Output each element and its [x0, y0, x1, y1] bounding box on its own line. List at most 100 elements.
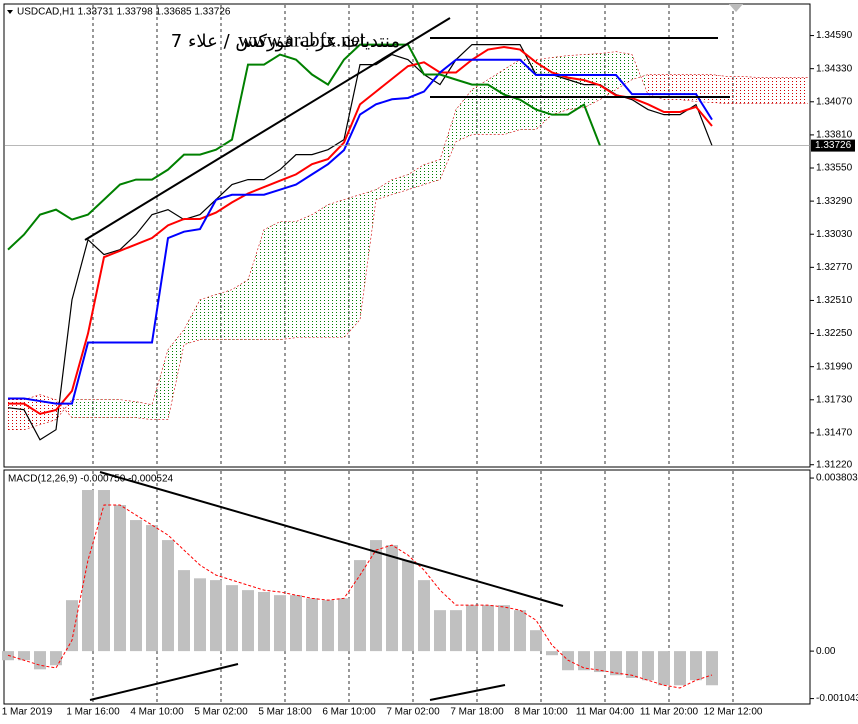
macd-bar — [354, 560, 366, 652]
macd-bar — [402, 560, 414, 652]
cloud — [120, 399, 136, 418]
x-tick-label: 6 Mar 10:00 — [322, 707, 376, 718]
y-tick-label: 1.32510 — [816, 295, 853, 306]
macd-bar — [658, 651, 670, 686]
x-tick-label: 8 Mar 10:00 — [514, 707, 568, 718]
y-tick-label: 1.34070 — [816, 96, 853, 107]
macd-bar — [322, 600, 334, 652]
y-tick-label: 0.00 — [816, 646, 836, 657]
macd-bar — [18, 651, 30, 661]
cloud — [424, 159, 440, 185]
price-pane — [3, 3, 811, 468]
macd-bar — [674, 651, 686, 686]
signal-line — [7, 504, 713, 689]
cloud — [440, 109, 456, 180]
macd-bar — [146, 525, 158, 652]
series-line — [8, 46, 713, 415]
macd-bar — [466, 605, 478, 652]
cloud — [664, 74, 680, 100]
macd-bar — [194, 578, 206, 652]
macd-bar — [130, 520, 142, 652]
last-price-box — [811, 139, 855, 152]
cloud — [648, 74, 664, 100]
x-tick-label: 5 Mar 18:00 — [258, 707, 312, 718]
cloud — [376, 179, 392, 200]
cloud — [696, 74, 712, 103]
cloud — [200, 294, 216, 340]
cloud — [584, 53, 600, 108]
cloud — [632, 54, 648, 95]
trendline — [99, 471, 564, 607]
macd-bar — [274, 595, 286, 652]
cloud — [552, 55, 568, 115]
y-tick-label: 1.34590 — [816, 30, 853, 41]
macd-bar — [114, 505, 126, 652]
y-tick-label: 1.33030 — [816, 229, 853, 240]
macd-bar — [482, 605, 494, 652]
cloud — [328, 199, 344, 338]
macd-pane — [3, 469, 811, 705]
cloud — [520, 59, 536, 130]
macd-bar — [98, 490, 110, 652]
cloud — [360, 189, 376, 320]
macd-bar — [290, 595, 302, 652]
cloud — [8, 399, 24, 430]
macd-bar — [498, 605, 510, 652]
macd-bar — [386, 545, 398, 652]
chart-title: USDCAD,H1 1.33731 1.33798 1.33685 1.3372… — [17, 7, 231, 18]
cloud — [792, 77, 808, 104]
cloud — [152, 349, 168, 420]
watermark-ar: منتديات عرب فوركس / علاء 7 — [171, 31, 400, 52]
x-tick-label: 7 Mar 18:00 — [450, 707, 504, 718]
x-tick-label: 12 Mar 12:00 — [704, 707, 763, 718]
macd-bar — [450, 610, 462, 652]
cloud-edge — [8, 51, 808, 431]
cloud — [744, 76, 760, 104]
cloud — [184, 299, 200, 345]
x-tick-label: 4 Mar 10:00 — [130, 707, 184, 718]
trendline — [89, 663, 239, 701]
menu-arrow[interactable] — [7, 10, 13, 14]
macd-bar — [82, 490, 94, 652]
cloud — [760, 77, 776, 104]
cloud — [472, 79, 488, 135]
macd-title: MACD(12,26,9) -0.000750 -0.000524 — [8, 474, 174, 485]
series-line — [7, 43, 601, 251]
cloud-edge — [8, 74, 808, 420]
macd-bar — [258, 591, 270, 652]
y-tick-label: 1.32770 — [816, 262, 853, 273]
y-tick-label: 1.34330 — [816, 63, 853, 74]
macd-bar — [370, 540, 382, 652]
cloud — [136, 401, 152, 420]
y-tick-label: 1.31730 — [816, 394, 853, 405]
series-line — [8, 58, 713, 405]
trendline — [429, 684, 506, 701]
y-tick-label: 1.31470 — [816, 428, 853, 439]
macd-bar — [642, 651, 654, 681]
cloud — [776, 77, 792, 104]
x-tick-label: 5 Mar 02:00 — [194, 707, 248, 718]
x-tick-label: 1 Mar 2019 — [2, 707, 53, 718]
cloud — [312, 204, 328, 338]
macd-bar — [34, 651, 46, 670]
cloud — [728, 76, 744, 104]
cloud — [88, 399, 104, 418]
macd-bar — [66, 600, 78, 652]
macd-bar — [626, 651, 638, 678]
cloud — [392, 174, 408, 195]
cloud — [408, 164, 424, 190]
watermark: www.arabfx.net — [238, 30, 366, 52]
cloud — [488, 69, 504, 135]
cloud — [248, 229, 264, 340]
macd-bar — [594, 651, 606, 673]
macd-bar — [530, 630, 542, 652]
cloud — [216, 289, 232, 340]
macd-bar — [178, 570, 190, 652]
macd-bar — [50, 651, 62, 666]
macd-bar — [514, 610, 526, 652]
y-tick-label: 1.33290 — [816, 196, 853, 207]
y-tick-label: 1.31990 — [816, 361, 853, 372]
x-tick-label: 11 Mar 20:00 — [640, 707, 699, 718]
macd-bar — [546, 651, 558, 656]
